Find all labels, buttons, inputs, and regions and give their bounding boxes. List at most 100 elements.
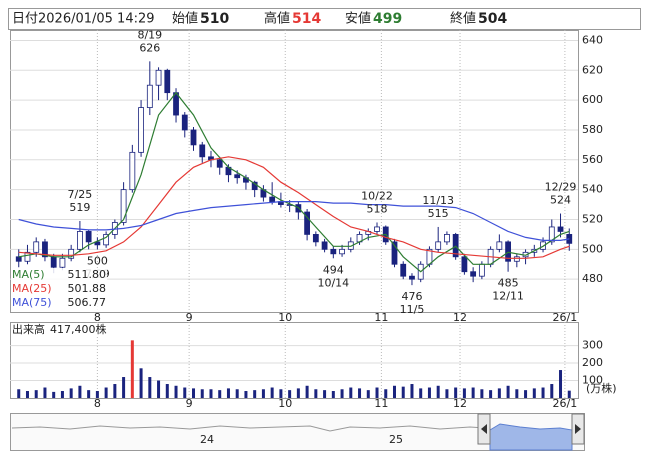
y-tick-label: 540 <box>582 183 603 196</box>
x-tick-label: 11 <box>374 311 388 324</box>
annotation-date: 8/19 <box>137 28 162 41</box>
close-label: 終値 <box>450 11 476 27</box>
volume-bar <box>183 387 187 398</box>
volume-bar <box>270 387 274 398</box>
high-value: 514 <box>292 11 321 27</box>
volume-bar <box>384 389 388 398</box>
y-tick-label: 300 <box>582 339 603 352</box>
candle-body <box>129 151 136 191</box>
ma-line <box>18 156 570 259</box>
volume-bar <box>174 385 178 398</box>
candle-body <box>548 226 555 243</box>
x-tick-label: 11 <box>374 397 388 410</box>
candle-body <box>164 69 171 94</box>
volume-bar <box>480 389 484 398</box>
volume-bar <box>454 387 458 398</box>
annotation-date: 12/29 <box>545 181 577 194</box>
annotation-value: 500 <box>87 254 108 267</box>
candle-body <box>321 241 328 250</box>
candle-body <box>505 241 511 262</box>
volume-bar <box>419 388 423 398</box>
candle-body <box>304 211 311 235</box>
candle-body <box>496 241 503 250</box>
low-value: 499 <box>373 11 402 27</box>
volume-bar <box>427 387 431 398</box>
y-tick-label: 620 <box>582 63 603 76</box>
candle-body <box>59 257 66 268</box>
annotation-value: 485 <box>498 277 519 290</box>
volume-bar <box>148 377 152 398</box>
volume-bar <box>567 390 571 398</box>
volume-bar <box>95 391 99 398</box>
x-tick-label: 10 <box>278 311 292 324</box>
volume-bar <box>78 385 82 398</box>
volume-bar <box>34 390 38 398</box>
volume-bar <box>445 389 449 398</box>
x-tick-label: 12 <box>453 311 467 324</box>
volume-bar <box>392 385 396 398</box>
volume-bar <box>506 385 510 398</box>
volume-bar <box>200 389 204 398</box>
arrow-right <box>575 424 581 434</box>
volume-bar <box>157 380 161 398</box>
high-label: 高値 <box>264 11 290 27</box>
x-tick-label: 10 <box>278 397 292 410</box>
candle-body <box>461 256 468 273</box>
volume-bar <box>524 390 528 398</box>
x-tick-label: 9 <box>186 397 193 410</box>
y-tick-label: 600 <box>582 93 603 106</box>
candle-body <box>435 241 442 250</box>
volume-bar <box>261 389 265 398</box>
volume-bar <box>314 389 318 398</box>
candle-body <box>68 248 75 259</box>
volume-latest: 417,400株 <box>50 322 107 336</box>
annotation-date: 10/22 <box>361 189 393 202</box>
volume-bar <box>139 368 143 398</box>
candle-body <box>374 226 380 232</box>
candle-body <box>452 234 459 258</box>
candle-body <box>103 234 110 246</box>
annotation-date: 11/5 <box>400 303 425 316</box>
volume-unit: (万株) <box>586 381 617 395</box>
y-tick-label: 500 <box>582 242 603 255</box>
annotation-date: 12/11 <box>492 290 524 303</box>
volume-bar <box>104 387 108 398</box>
x-tick-label: 8 <box>94 397 101 410</box>
candle-body <box>339 248 345 255</box>
candle-body <box>330 248 337 255</box>
legend-value: 501.88 <box>68 282 107 295</box>
candle-body <box>216 159 223 168</box>
x-tick-label: 26/1 <box>553 311 578 324</box>
volume-title-box <box>11 323 121 337</box>
candle-body <box>312 234 319 243</box>
volume-bar <box>192 388 196 398</box>
candle-body <box>181 114 188 131</box>
volume-bar <box>253 390 257 398</box>
volume-bar <box>279 389 283 398</box>
candle-body <box>234 174 241 179</box>
candle-body <box>146 84 153 108</box>
volume-bar <box>541 387 545 398</box>
datetime: 2026/01/05 14:29 <box>38 12 155 27</box>
candle-body <box>138 107 144 153</box>
volume-bar <box>288 390 292 398</box>
candle-body <box>33 241 40 253</box>
legend-value: 506.77 <box>68 296 107 309</box>
x-tick-label: 12 <box>453 397 467 410</box>
candle-body <box>94 241 101 246</box>
y-tick-label: 520 <box>582 212 603 225</box>
volume-bar <box>550 384 554 398</box>
low-label: 安値 <box>345 11 371 27</box>
volume-bar <box>69 388 73 398</box>
annotation-value: 494 <box>323 263 344 276</box>
candle-body <box>50 256 57 268</box>
y-tick-label: 200 <box>582 356 603 369</box>
candle-body <box>190 129 197 146</box>
arrow-left <box>481 424 487 434</box>
volume-bar <box>436 385 440 398</box>
volume-bar <box>296 388 300 398</box>
candle-body <box>391 241 398 265</box>
date-label: 日付 <box>12 12 38 27</box>
candle-body <box>400 263 407 277</box>
legend-box <box>11 268 107 310</box>
